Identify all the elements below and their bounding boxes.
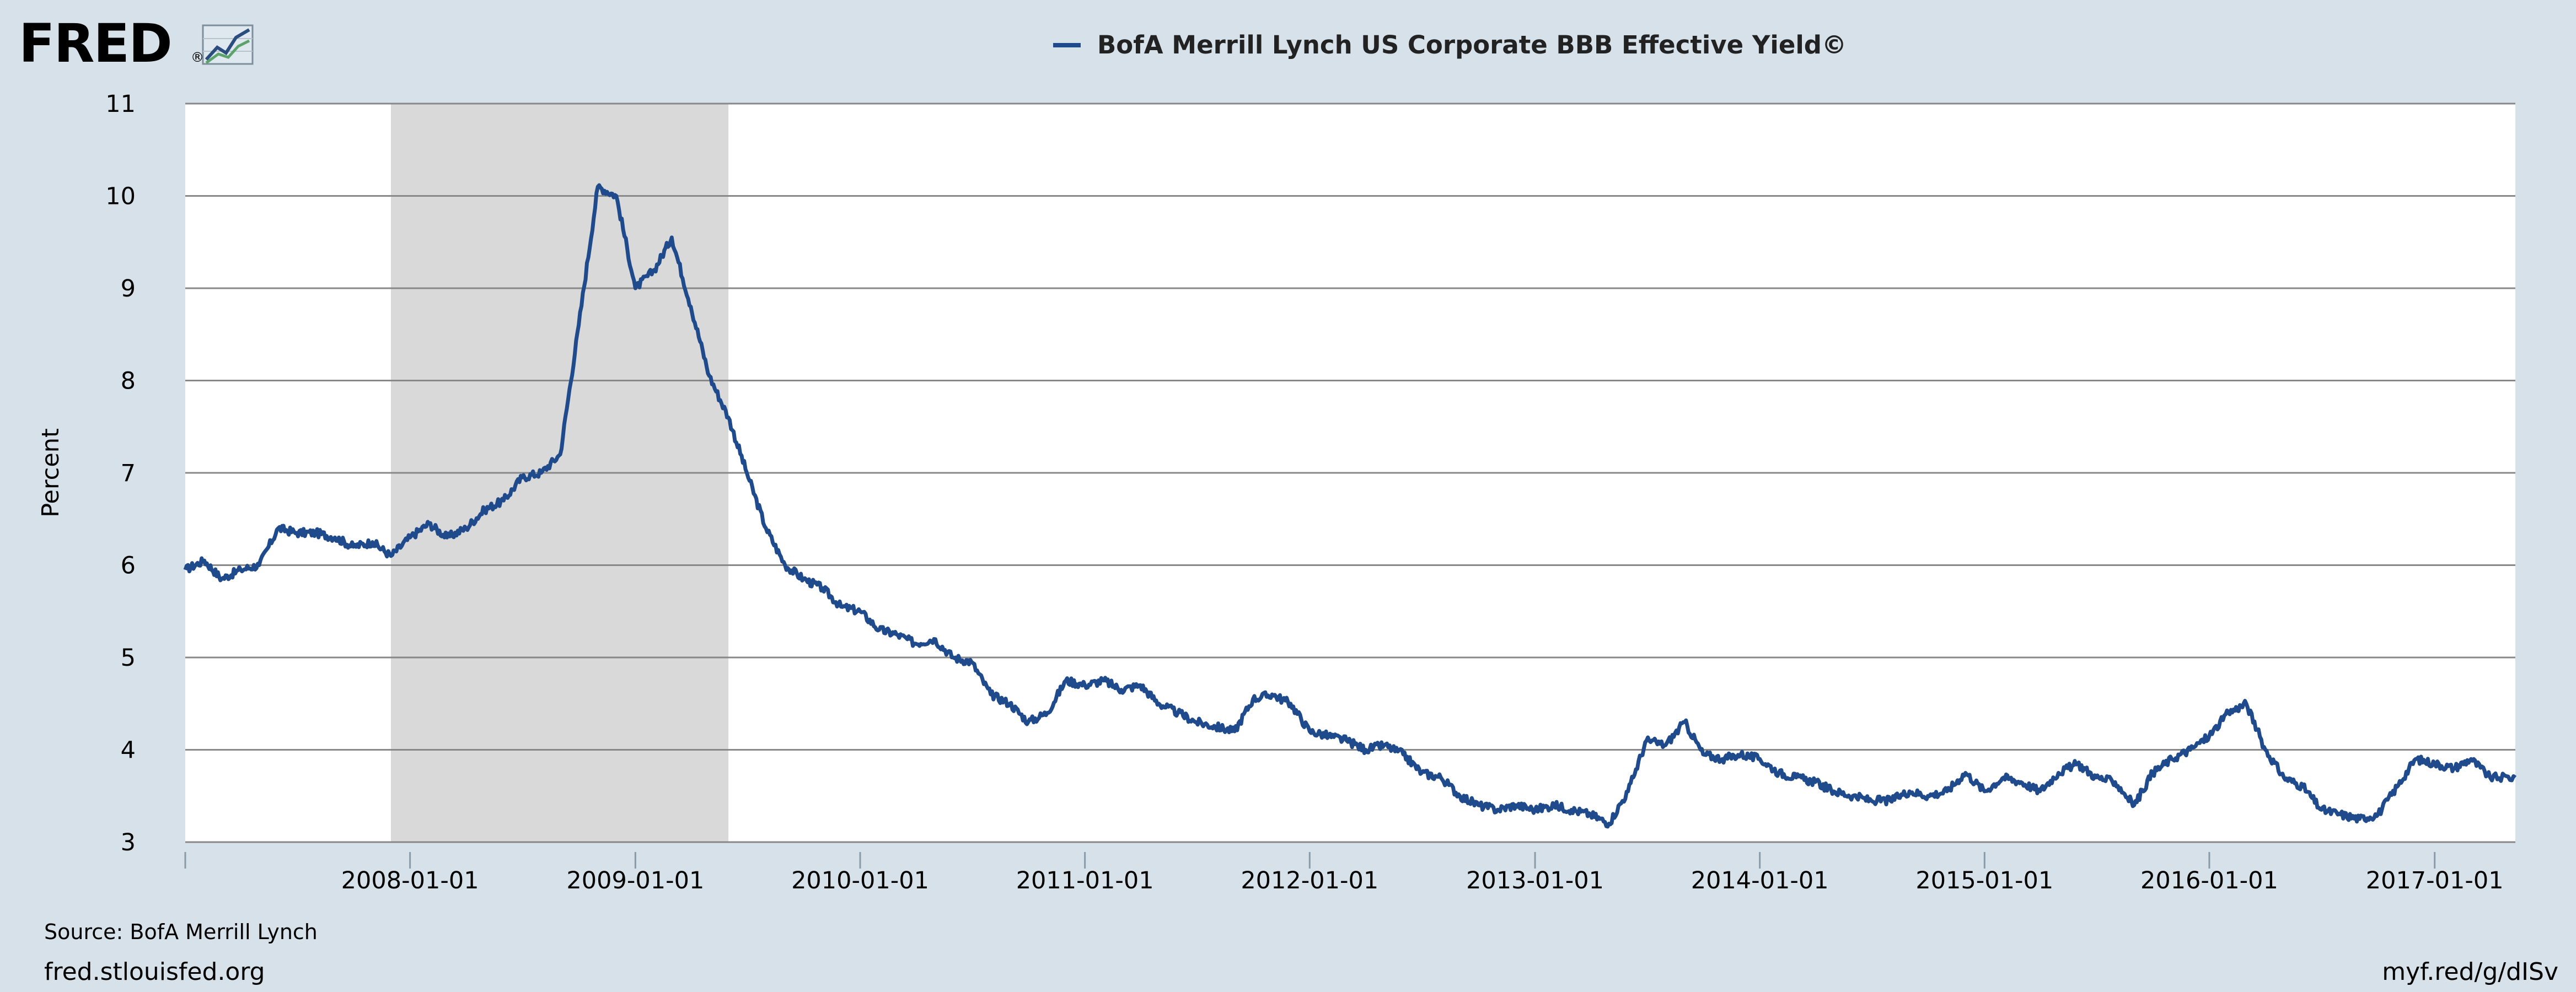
series-line <box>183 183 2517 829</box>
source-note: Source: BofA Merrill Lynch <box>44 920 318 944</box>
y-tick-label: 8 <box>121 368 136 395</box>
x-tick-label: 2012-01-01 <box>1241 867 1378 894</box>
y-tick-label: 4 <box>121 737 136 764</box>
x-tick-label: 2010-01-01 <box>791 867 929 894</box>
y-tick-label: 6 <box>121 552 136 580</box>
y-tick-label: 11 <box>105 90 136 118</box>
x-tick-label: 2011-01-01 <box>1016 867 1154 894</box>
y-axis-label: Percent <box>37 428 65 517</box>
trend-chart-icon <box>202 24 254 65</box>
fred-logo[interactable]: FRED ® <box>19 13 254 74</box>
x-tick-label: 2014-01-01 <box>1691 867 1829 894</box>
y-tick-label: 10 <box>105 183 136 211</box>
x-tick-label: 2015-01-01 <box>1915 867 2053 894</box>
footer-short-link[interactable]: myf.red/g/dISv <box>2382 958 2558 986</box>
x-tick-label: 2017-01-01 <box>2366 867 2504 894</box>
grid-layer <box>185 103 2515 843</box>
x-tick-label: 2013-01-01 <box>1466 867 1604 894</box>
fred-logo-text: FRED <box>19 13 171 74</box>
y-axis: 3 4 5 6 7 8 9 10 11 <box>105 90 136 856</box>
legend[interactable]: BofA Merrill Lynch US Corporate BBB Effe… <box>1053 30 1847 60</box>
y-tick-label: 3 <box>121 829 136 856</box>
x-tick-label: 2016-01-01 <box>2140 867 2278 894</box>
y-tick-label: 7 <box>121 460 136 487</box>
x-axis: 2008-01-01 2009-01-01 2010-01-01 2011-01-01… <box>184 852 2504 894</box>
y-tick-label: 9 <box>121 275 136 303</box>
footer-site-link[interactable]: fred.stlouisfed.org <box>44 958 265 986</box>
y-tick-label: 5 <box>121 644 136 672</box>
x-tick-label: 2008-01-01 <box>341 867 479 894</box>
registered-mark: ® <box>191 50 204 65</box>
legend-label: BofA Merrill Lynch US Corporate BBB Effe… <box>1097 30 1847 60</box>
x-tick-label: 2009-01-01 <box>566 867 704 894</box>
